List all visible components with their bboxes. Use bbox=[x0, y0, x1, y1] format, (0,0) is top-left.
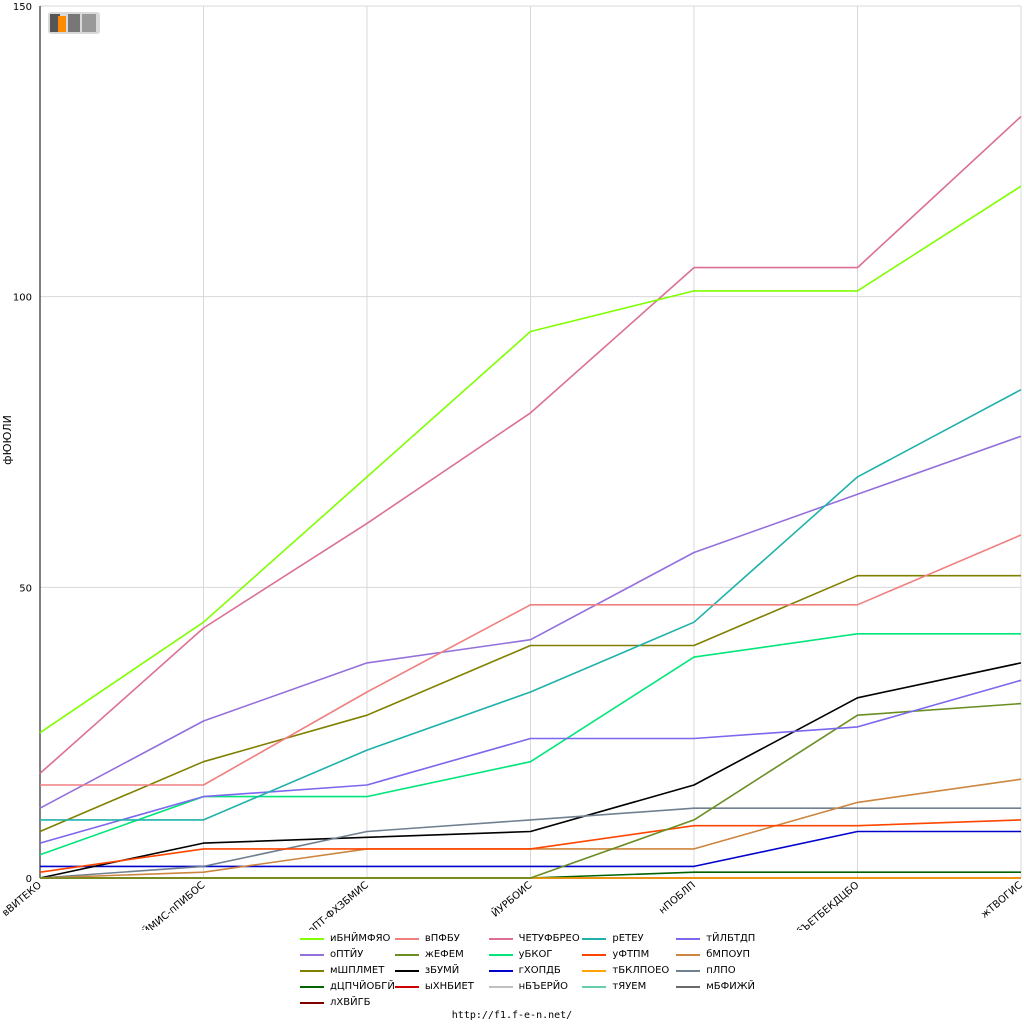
legend-item: бМПОУП bbox=[676, 947, 770, 962]
y-tick-label: 0 bbox=[26, 874, 32, 885]
legend-swatch bbox=[676, 953, 701, 956]
legend-label: мШПЛМЕТ bbox=[330, 965, 385, 976]
legend-label: жЕФЕМ bbox=[424, 949, 464, 960]
legend-label: нБЪЕРЙО bbox=[518, 981, 569, 992]
legend-item: вПФБУ bbox=[394, 931, 489, 946]
legend-item: уФТПМ bbox=[582, 947, 676, 962]
legend-item: ЧЕТУФБРЕО bbox=[488, 931, 583, 946]
legend-label: тБКЛПОЕО bbox=[612, 965, 670, 976]
tick-labels: 0 50 100 150 вВИТЕКО еНЙМИС-пПИБОС оПТ-ФХЗБМИС… bbox=[0, 2, 1024, 930]
legend-swatch bbox=[394, 937, 419, 940]
series-line bbox=[39, 115, 1022, 774]
series-line bbox=[39, 819, 1022, 873]
legend-swatch bbox=[582, 953, 607, 956]
legend-label: мБФИЖЙ bbox=[706, 981, 755, 992]
legend-swatch bbox=[488, 969, 513, 972]
legend-label: иБНЙМФЯО bbox=[330, 933, 391, 944]
legend-label: рЕТЕУ bbox=[612, 933, 644, 944]
y-axis-label: фЮЮЛИ bbox=[1, 415, 14, 465]
series-line bbox=[39, 679, 1022, 844]
legend-label: лХВЙГБ bbox=[330, 997, 371, 1008]
legend-label: вПФБУ bbox=[424, 933, 460, 944]
footer-url[interactable]: http://f1.f-e-n.net/ bbox=[451, 1010, 573, 1021]
legend-item: мШПЛМЕТ bbox=[300, 963, 395, 978]
legend-swatch bbox=[394, 969, 419, 972]
legend-swatch bbox=[488, 953, 513, 956]
legend-item: тЙЛБТДП bbox=[676, 931, 770, 946]
y-tick-label: 150 bbox=[13, 2, 32, 13]
legend-item: ыХНБИЕТ bbox=[394, 979, 489, 994]
legend-item: дЦПЧЙОБГЙ bbox=[300, 979, 395, 994]
series-lines bbox=[39, 115, 1022, 879]
legend-swatch bbox=[300, 937, 324, 940]
series-line bbox=[39, 807, 1021, 879]
series-line bbox=[39, 185, 1022, 734]
legend-label: тЙЛБТДП bbox=[706, 933, 756, 944]
legend-swatch bbox=[676, 937, 701, 940]
legend-label: пЛПО bbox=[706, 965, 736, 976]
legend-item: мБФИЖЙ bbox=[676, 979, 770, 994]
x-tick-label: вВИТЕКО bbox=[0, 880, 44, 919]
legend-swatch bbox=[488, 937, 513, 940]
x-tick-label: оПТ-ФХЗБМИС bbox=[306, 880, 371, 930]
legend-swatch bbox=[582, 969, 607, 972]
series-line bbox=[40, 388, 1022, 821]
y-tick-label: 100 bbox=[13, 293, 32, 304]
legend-item: гХОПДБ bbox=[488, 963, 583, 978]
legend-item: оПТЙУ bbox=[300, 947, 395, 962]
grid-lines bbox=[39, 5, 1022, 879]
legend-swatch bbox=[582, 937, 607, 940]
legend-label: оПТЙУ bbox=[330, 949, 364, 960]
legend-swatch bbox=[300, 1001, 324, 1004]
legend-item: зБУМЙ bbox=[394, 963, 489, 978]
x-tick-label: еНЙМИС-пПИБОС bbox=[129, 878, 207, 930]
legend-swatch bbox=[676, 985, 701, 988]
legend-item: тБКЛПОЕО bbox=[582, 963, 676, 978]
chart-legend: иБНЙМФЯО вПФБУ ЧЕТУФБРЕО рЕТЕУ тЙЛБТДП оПТЙУ ж… bbox=[300, 931, 770, 1010]
series-line bbox=[40, 702, 1022, 879]
legend-label: тЯУЕМ bbox=[612, 981, 647, 992]
legend-item: нБЪЕРЙО bbox=[488, 979, 583, 994]
series-line bbox=[40, 534, 1022, 786]
x-tick-label: ЙУРБОИС bbox=[489, 878, 535, 919]
legend-swatch bbox=[582, 985, 607, 988]
y-tick-label: 50 bbox=[19, 583, 32, 594]
f1en-logo bbox=[48, 10, 100, 36]
line-chart: 0 50 100 150 вВИТЕКО еНЙМИС-пПИБОС оПТ-ФХЗБМИС… bbox=[0, 2, 1024, 930]
legend-swatch bbox=[488, 985, 513, 988]
legend-swatch bbox=[300, 953, 324, 956]
legend-swatch bbox=[676, 969, 701, 972]
legend-item: иБНЙМФЯО bbox=[300, 931, 395, 946]
legend-label: ыХНБИЕТ bbox=[424, 981, 474, 992]
legend-swatch bbox=[394, 985, 419, 988]
legend-label: уБКОГ bbox=[518, 949, 553, 960]
legend-label: бМПОУП bbox=[706, 949, 751, 960]
legend-item: рЕТЕУ bbox=[582, 931, 676, 946]
legend-swatch bbox=[300, 985, 324, 988]
series-line bbox=[39, 662, 1022, 879]
x-tick-label: бЪЕТБЕКДЦБО bbox=[795, 880, 862, 930]
legend-item: лХВЙГБ bbox=[300, 995, 395, 1010]
legend-label: зБУМЙ bbox=[424, 965, 460, 976]
series-line bbox=[39, 435, 1022, 809]
legend-item: пЛПО bbox=[676, 963, 770, 978]
x-tick-label: жТВОГИС bbox=[979, 880, 1024, 921]
legend-label: уФТПМ bbox=[612, 949, 650, 960]
series-line bbox=[39, 574, 1021, 833]
legend-item: тЯУЕМ bbox=[582, 979, 676, 994]
legend-swatch bbox=[394, 953, 419, 956]
legend-swatch bbox=[300, 969, 324, 972]
legend-label: гХОПДБ bbox=[518, 965, 561, 976]
legend-label: дЦПЧЙОБГЙ bbox=[330, 981, 395, 992]
legend-item: жЕФЕМ bbox=[394, 947, 489, 962]
legend-item: уБКОГ bbox=[488, 947, 583, 962]
legend-label: ЧЕТУФБРЕО bbox=[518, 933, 580, 944]
x-tick-label: нПОБЛП bbox=[657, 880, 698, 917]
